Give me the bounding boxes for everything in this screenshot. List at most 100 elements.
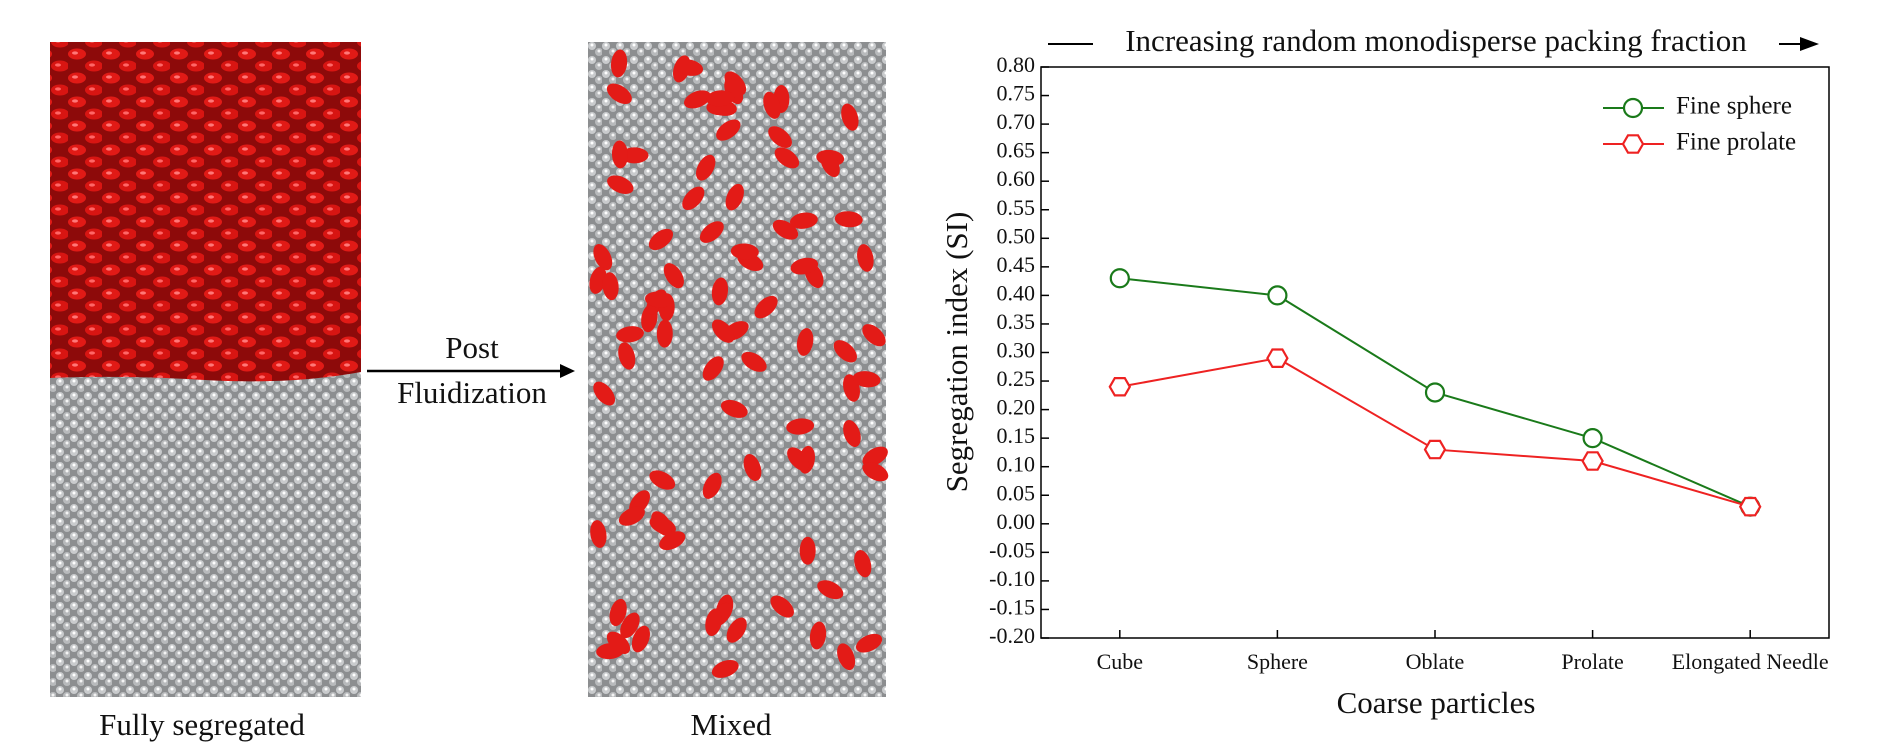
red-particle xyxy=(862,324,886,347)
red-particle xyxy=(725,183,744,211)
y-tick-label: -0.10 xyxy=(989,566,1035,591)
red-particle xyxy=(711,277,729,306)
red-particle xyxy=(611,140,628,169)
y-tick-label: 0.00 xyxy=(997,509,1036,534)
legend-label: Fine sphere xyxy=(1676,93,1792,120)
red-particle xyxy=(855,633,883,653)
marker xyxy=(1424,382,1446,403)
x-axis-label: Coarse particles xyxy=(1337,685,1536,720)
red-particle xyxy=(593,244,613,271)
red-particle xyxy=(799,536,816,565)
red-particle xyxy=(817,580,844,600)
red-particles xyxy=(589,49,889,678)
red-particle xyxy=(862,446,888,467)
red-particle xyxy=(787,447,810,471)
red-particle xyxy=(716,119,741,141)
chart-title: Increasing random monodisperse packing f… xyxy=(1125,23,1747,58)
y-tick-label: 0.15 xyxy=(997,423,1036,448)
y-tick-label: 0.55 xyxy=(997,195,1036,220)
red-particle xyxy=(644,291,673,308)
y-tick-label: 0.30 xyxy=(997,338,1036,363)
red-particle xyxy=(854,550,872,578)
red-particle xyxy=(720,399,748,418)
red-particle xyxy=(696,154,716,181)
red-particle xyxy=(790,257,819,275)
y-tick-label: 0.25 xyxy=(997,366,1036,391)
red-particle xyxy=(649,470,676,490)
red-particle xyxy=(852,371,881,388)
legend-label: Fine prolate xyxy=(1676,129,1796,156)
red-particle xyxy=(730,243,759,260)
marker xyxy=(1582,428,1603,449)
red-particle xyxy=(834,211,863,228)
x-tick-label: Elongated Needle xyxy=(1672,649,1829,674)
y-tick-label: 0.35 xyxy=(997,309,1036,334)
red-particle xyxy=(726,617,747,643)
red-particle xyxy=(809,621,827,650)
marker xyxy=(1423,439,1447,460)
red-particle xyxy=(682,186,705,211)
x-tick-label: Cube xyxy=(1097,649,1143,674)
y-tick-label: 0.50 xyxy=(997,223,1036,248)
red-particle xyxy=(609,598,627,627)
red-particle xyxy=(618,342,636,370)
y-tick-label: -0.20 xyxy=(989,623,1035,648)
legend-marker xyxy=(1622,97,1644,119)
red-particle xyxy=(768,126,792,148)
x-tick-label: Prolate xyxy=(1561,649,1623,674)
marker xyxy=(1738,496,1762,517)
y-tick-label: -0.15 xyxy=(989,594,1035,619)
red-particle xyxy=(705,608,722,637)
y-tick-label: 0.65 xyxy=(997,138,1036,163)
red-particle xyxy=(706,90,735,107)
arrow-head xyxy=(560,364,575,378)
marker xyxy=(1266,348,1289,368)
red-layer xyxy=(50,42,361,382)
red-particle xyxy=(786,418,815,435)
y-tick-label: 0.05 xyxy=(997,480,1036,505)
red-particle xyxy=(820,151,840,178)
y-tick-label: 0.70 xyxy=(997,109,1036,134)
red-particle xyxy=(837,643,856,671)
caption: Fully segregated xyxy=(99,707,305,742)
red-particle xyxy=(593,381,616,406)
photo-after xyxy=(588,42,886,697)
red-particle xyxy=(774,147,800,169)
red-particle xyxy=(702,356,724,381)
line xyxy=(1119,357,1751,508)
red-particle xyxy=(702,472,722,499)
legend-marker xyxy=(1621,134,1645,154)
caption: Mixed xyxy=(691,707,772,742)
red-particle xyxy=(711,319,735,343)
y-tick-label: 0.20 xyxy=(997,395,1036,420)
marker xyxy=(1581,451,1604,471)
y-axis-label: Segregation index (SI) xyxy=(939,212,974,493)
red-particle xyxy=(796,328,814,356)
red-particle xyxy=(743,454,762,481)
red-particle xyxy=(843,419,861,447)
red-particle xyxy=(789,212,818,229)
y-tick-label: 0.80 xyxy=(997,52,1036,77)
y-tick-label: 0.40 xyxy=(997,280,1036,305)
y-tick-label: 0.10 xyxy=(997,452,1036,477)
red-particle xyxy=(590,520,607,548)
arrow-label: Fluidization xyxy=(397,375,547,410)
marker xyxy=(1109,268,1130,289)
red-particle xyxy=(606,631,631,654)
x-tick-label: Oblate xyxy=(1406,649,1465,674)
red-particle xyxy=(754,295,778,319)
red-particle xyxy=(663,263,684,289)
red-particle xyxy=(616,326,644,343)
y-tick-label: 0.60 xyxy=(997,166,1036,191)
y-tick-label: 0.45 xyxy=(997,252,1036,277)
arrow-label: Post xyxy=(445,330,499,365)
red-particle xyxy=(862,462,889,482)
marker xyxy=(1108,377,1132,397)
red-particle xyxy=(741,351,767,372)
red-particle xyxy=(610,49,628,78)
red-particle xyxy=(699,221,724,243)
red-particle xyxy=(656,319,673,348)
red-particle xyxy=(648,228,674,251)
red-particle xyxy=(833,340,857,363)
